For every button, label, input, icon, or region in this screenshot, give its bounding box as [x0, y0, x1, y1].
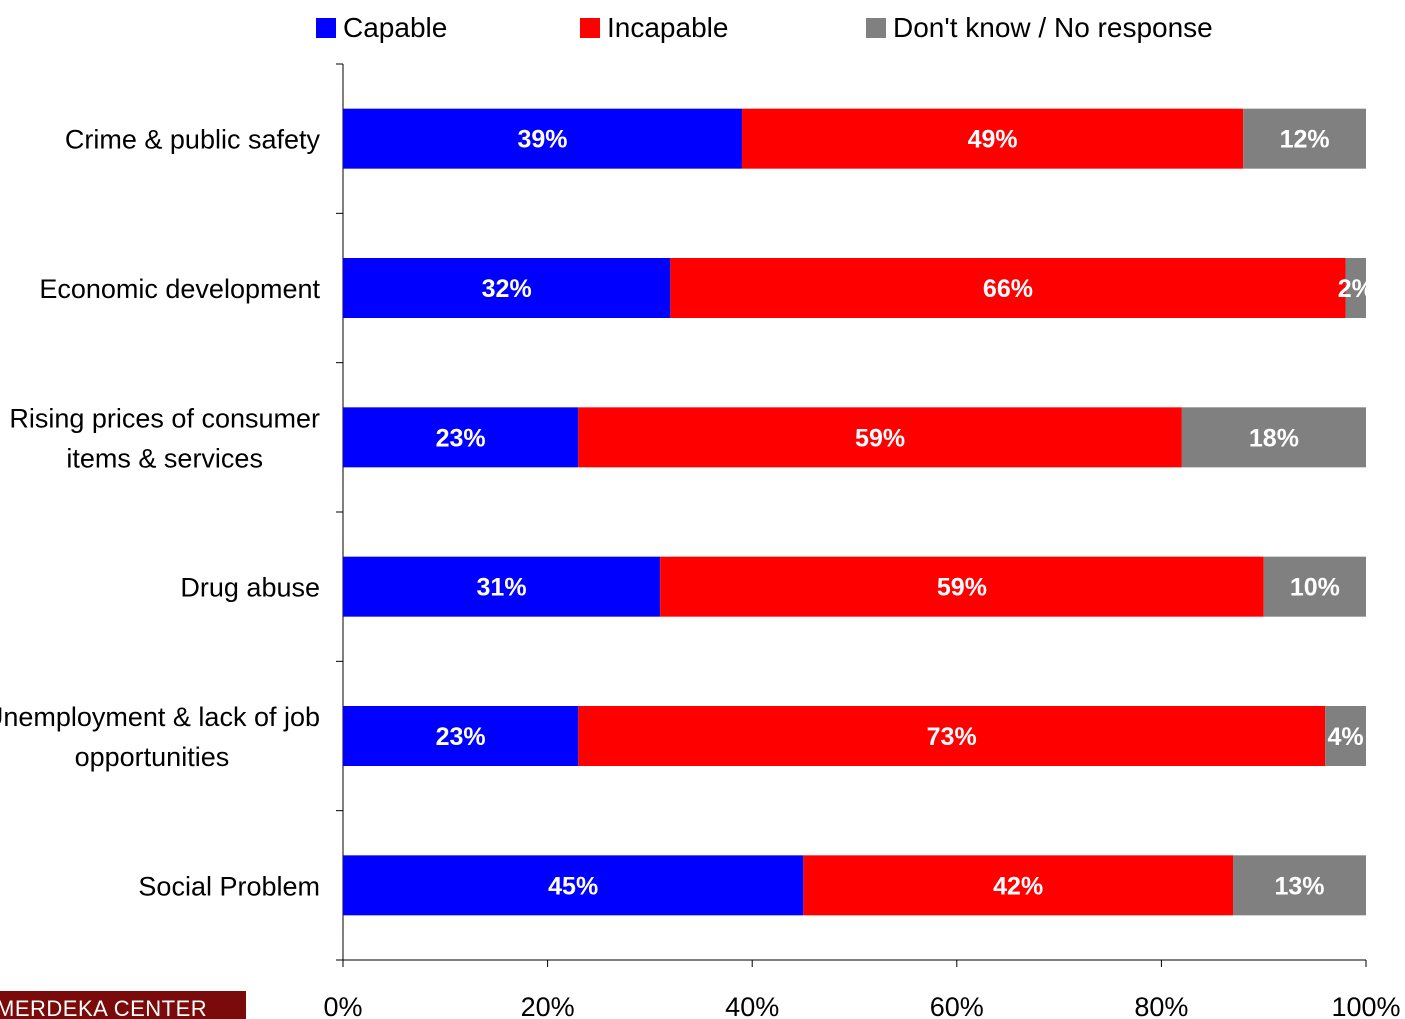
- category-label-1: Economic development: [39, 274, 320, 304]
- bar-1-0: [343, 258, 671, 318]
- category-label-4: Unemployment & lack of job opportunities: [0, 702, 320, 772]
- watermark-logo: MERDEKA CENTER: [0, 991, 246, 1019]
- category-label-0: Crime & public safety: [65, 125, 321, 155]
- data-label-0-0: 39%: [517, 126, 567, 154]
- data-label-4-1: 73%: [927, 723, 977, 751]
- legend-label-2: Don't know / No response: [893, 12, 1213, 43]
- bar-2-1: [578, 407, 1182, 468]
- legend: Capable Incapable Don't know / No response: [316, 12, 1213, 43]
- data-label-4-0: 23%: [436, 723, 486, 751]
- x-tick-label-0: 0%: [323, 992, 362, 1019]
- legend-label-1: Incapable: [607, 12, 728, 43]
- data-label-1-1: 66%: [983, 275, 1033, 303]
- bar-5-2: [1233, 855, 1366, 916]
- category-label-3: Drug abuse: [180, 573, 320, 603]
- data-label-3-2: 10%: [1290, 574, 1340, 602]
- category-label-line: Drug abuse: [180, 573, 320, 603]
- category-label-2: Rising prices of consumer items & service…: [9, 403, 320, 473]
- bar-0-2: [1243, 108, 1366, 169]
- category-label-5: Social Problem: [138, 871, 320, 901]
- bar-0-0: [343, 108, 742, 169]
- bar-1-1: [670, 258, 1346, 318]
- x-tick-label-5: 100%: [1331, 992, 1400, 1019]
- data-label-5-0: 45%: [548, 872, 598, 900]
- data-label-4-2: 4%: [1327, 723, 1363, 751]
- data-label-1-2: 2%: [1338, 275, 1374, 303]
- category-label-line: Economic development: [39, 274, 320, 304]
- legend-swatch-1: [580, 18, 600, 38]
- bar-0-1: [741, 108, 1244, 169]
- bar-1-2: [1345, 258, 1366, 318]
- x-tick-label-4: 80%: [1134, 992, 1188, 1019]
- category-label-line: Unemployment & lack of job: [0, 702, 320, 732]
- data-label-3-1: 59%: [937, 574, 987, 602]
- x-tick-label-2: 40%: [725, 992, 779, 1019]
- bar-4-2: [1325, 706, 1366, 766]
- legend-swatch-2: [866, 18, 886, 38]
- watermark-text: MERDEKA CENTER: [0, 996, 208, 1019]
- bar-5-1: [803, 855, 1234, 916]
- bar-5-0: [343, 855, 804, 916]
- data-label-3-0: 31%: [477, 574, 527, 602]
- data-label-2-1: 59%: [855, 424, 905, 452]
- data-label-2-2: 18%: [1249, 424, 1299, 452]
- data-label-5-2: 13%: [1274, 872, 1324, 900]
- bar-3-2: [1263, 556, 1366, 617]
- bars: 39% 49% 12% 32% 66% 2% 23% 59% 18% 31% 59% 10% 23% 73…: [343, 108, 1374, 916]
- category-label-line: Social Problem: [138, 871, 320, 901]
- bar-3-0: [343, 556, 661, 617]
- category-labels: Crime & public safety Economic developmen…: [0, 125, 320, 902]
- data-label-2-0: 23%: [436, 424, 486, 452]
- axes: 0% 20% 40% 60% 80% 100%: [323, 63, 1401, 1019]
- category-label-line: Crime & public safety: [65, 125, 321, 155]
- legend-swatch-0: [316, 18, 336, 38]
- bar-2-2: [1181, 407, 1366, 468]
- data-label-0-2: 12%: [1280, 126, 1330, 154]
- bar-4-1: [578, 706, 1326, 766]
- bar-4-0: [343, 706, 579, 766]
- data-label-1-0: 32%: [482, 275, 532, 303]
- data-label-5-1: 42%: [993, 872, 1043, 900]
- category-label-line: items & services: [66, 443, 263, 473]
- x-tick-label-3: 60%: [930, 992, 984, 1019]
- x-tick-label-1: 20%: [521, 992, 575, 1019]
- bar-3-1: [660, 556, 1264, 617]
- bar-2-0: [343, 407, 579, 468]
- category-label-line: opportunities: [75, 742, 230, 772]
- data-label-0-1: 49%: [968, 126, 1018, 154]
- category-label-line: Rising prices of consumer: [9, 403, 320, 433]
- legend-label-0: Capable: [343, 12, 447, 43]
